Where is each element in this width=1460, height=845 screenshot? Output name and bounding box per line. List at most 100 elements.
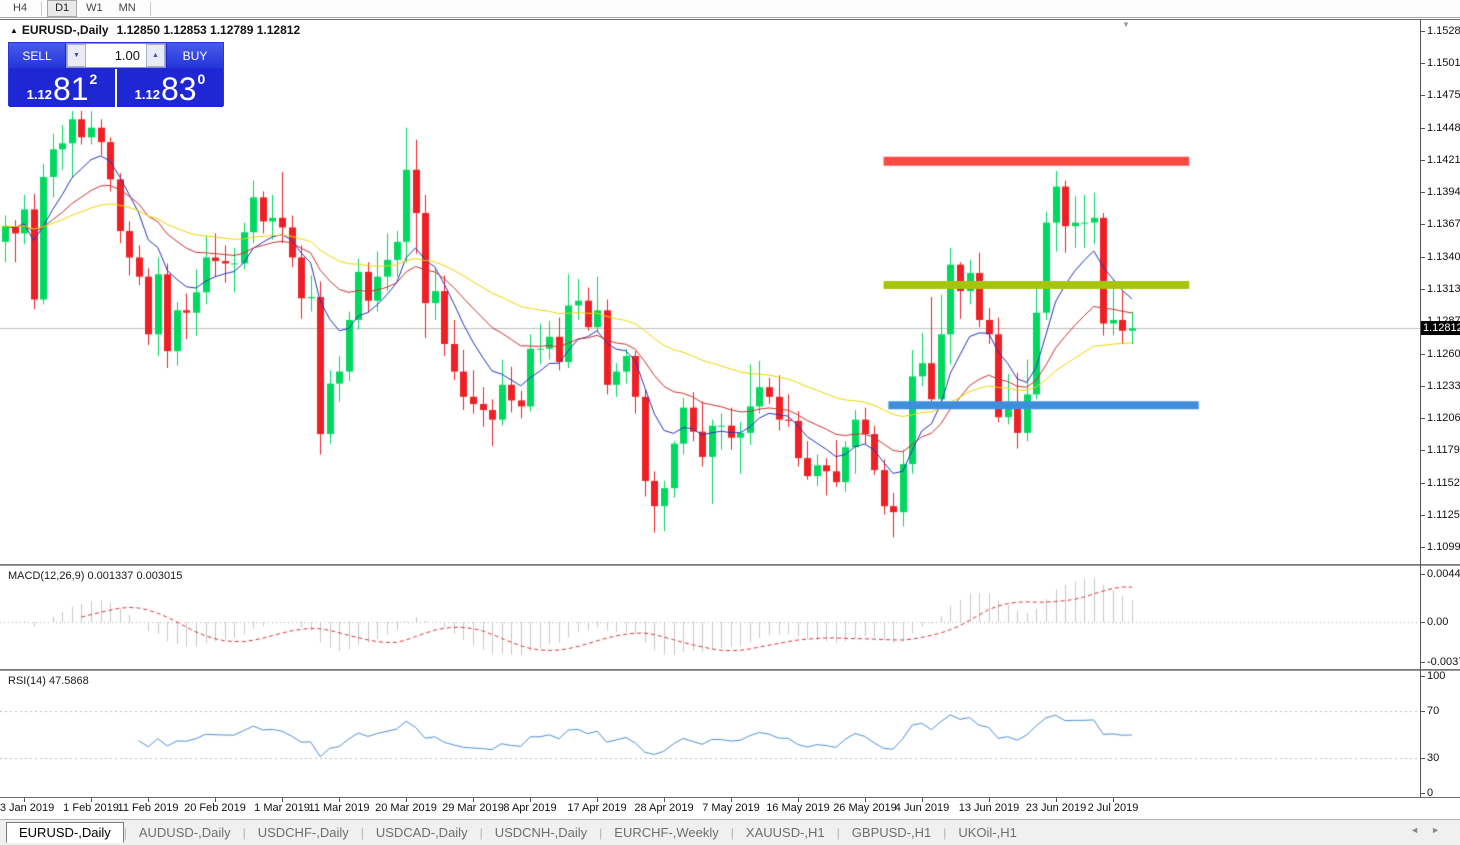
price-axis-label-tick <box>1421 483 1425 484</box>
price-axis-label-tick <box>1421 63 1425 64</box>
macd-axis-label-tick <box>1421 622 1425 623</box>
pane-divider-macd[interactable] <box>0 564 1460 566</box>
price-axis-label-tick <box>1421 224 1425 225</box>
rsi-axis-label-tick <box>1421 758 1425 759</box>
date-axis-tick <box>664 798 665 802</box>
date-axis-tick <box>339 798 340 802</box>
date-axis-tick <box>865 798 866 802</box>
price-axis-label-tick <box>1421 95 1425 96</box>
tab-scroll-right-icon[interactable]: ► <box>1431 825 1452 835</box>
tab-separator: | <box>599 825 603 840</box>
price-axis-label: 1.14480 <box>1427 122 1460 134</box>
timeframe-button-w1[interactable]: W1 <box>86 2 103 14</box>
tab-separator: | <box>943 825 947 840</box>
date-axis-label: 13 Jun 2019 <box>958 802 1020 814</box>
date-axis-tick <box>798 798 799 802</box>
volume-increase-button[interactable]: ▲ <box>146 44 165 67</box>
tab-separator: | <box>360 825 364 840</box>
price-axis-label: 1.11525 <box>1427 477 1460 489</box>
price-axis-label: 1.13675 <box>1427 218 1460 230</box>
tab-usdcnh-daily[interactable]: USDCNH-,Daily <box>494 825 588 840</box>
tab-audusd-daily[interactable]: AUDUSD-,Daily <box>138 825 231 840</box>
date-axis-tick <box>24 798 25 802</box>
date-axis-tick <box>91 798 92 802</box>
tab-eurchf-weekly[interactable]: EURCHF-,Weekly <box>614 825 719 840</box>
price-axis-label-tick <box>1421 386 1425 387</box>
date-axis-label: 23 Jun 2019 <box>1025 802 1087 814</box>
macd-pane-canvas[interactable] <box>0 566 1420 669</box>
date-axis-tick <box>282 798 283 802</box>
price-pane-canvas[interactable] <box>0 20 1420 564</box>
rsi-axis-label: 0 <box>1427 787 1434 799</box>
sell-price-big: 81 <box>52 71 89 107</box>
timeframe-button-h4[interactable]: H4 <box>13 2 28 14</box>
date-axis-tick <box>597 798 598 802</box>
tab-scroll-left-icon[interactable]: ◄ <box>1410 825 1432 835</box>
price-axis-label: 1.12600 <box>1427 348 1460 360</box>
tab-separator: | <box>242 825 246 840</box>
sell-price-prefix: 1.12 <box>26 87 52 102</box>
volume-input[interactable] <box>86 44 146 67</box>
pane-divider-rsi[interactable] <box>0 669 1460 671</box>
volume-decrease-button[interactable]: ▼ <box>67 44 86 67</box>
date-axis-tick <box>406 798 407 802</box>
buy-price-big: 83 <box>160 71 197 107</box>
chart-tabbar: EURUSD-,Daily | AUDUSD-,Daily | USDCHF-,Dail… <box>0 819 1460 845</box>
volume-stepper: ▼ ▲ <box>66 43 166 68</box>
tab-xauusd-h1[interactable]: XAUUSD-,H1 <box>745 825 825 840</box>
price-axis-label-tick <box>1421 160 1425 161</box>
date-axis-tick <box>1113 798 1114 802</box>
timeframe-button-mn[interactable]: MN <box>118 2 136 14</box>
stepper-down-icon: ▼ <box>73 52 80 59</box>
tab-separator: | <box>479 825 483 840</box>
price-axis-label: 1.11255 <box>1427 509 1460 521</box>
tab-separator: | <box>730 825 734 840</box>
price-axis-label-tick <box>1421 547 1425 548</box>
date-axis-label: 1 Mar 2019 <box>254 802 310 814</box>
rsi-axis-label: 100 <box>1427 670 1446 682</box>
price-axis-label: 1.14210 <box>1427 154 1460 166</box>
tab-ukoil-h1[interactable]: UKOil-,H1 <box>958 825 1017 840</box>
current-price-badge: 1.12812 <box>1421 321 1460 335</box>
date-axis-label: 8 Apr 2019 <box>503 802 557 814</box>
buy-price-button[interactable]: 1.12 83 0 <box>117 69 223 107</box>
date-axis-tick <box>1056 798 1057 802</box>
sell-price-pip: 2 <box>89 71 98 87</box>
sell-price-button[interactable]: 1.12 81 2 <box>9 69 117 107</box>
tab-eurusd-daily[interactable]: EURUSD-,Daily <box>6 822 124 843</box>
sell-button[interactable]: SELL <box>9 43 65 68</box>
rsi-label: RSI(14) 47.5868 <box>8 675 89 687</box>
date-axis-tick <box>473 798 474 802</box>
timeframe-toolbar: H4 D1 W1 MN <box>0 0 1460 18</box>
date-axis-tick <box>922 798 923 802</box>
date-axis-label: 17 Apr 2019 <box>567 802 627 814</box>
scroll-to-end-icon[interactable]: ▼ <box>1122 20 1130 29</box>
date-axis-label: 20 Mar 2019 <box>375 802 437 814</box>
chart-symbol-label: EURUSD-,Daily <box>21 23 109 37</box>
tab-scroll-arrows[interactable]: ◄► <box>1410 825 1452 835</box>
buy-button[interactable]: BUY <box>167 43 223 68</box>
price-axis-label-tick <box>1421 515 1425 516</box>
chart-title: ▲ EURUSD-,Daily 1.12850 1.12853 1.12789 1.… <box>10 23 300 37</box>
price-axis-label: 1.12330 <box>1427 380 1460 392</box>
macd-axis-label: 0.00 <box>1427 616 1449 628</box>
chart-collapse-icon[interactable]: ▲ <box>10 26 18 35</box>
chart-top-border <box>0 19 1460 20</box>
macd-axis-label-tick <box>1421 662 1425 663</box>
price-axis-label: 1.15015 <box>1427 57 1460 69</box>
tab-usdchf-daily[interactable]: USDCHF-,Daily <box>257 825 349 840</box>
one-click-trade-panel: SELL ▼ ▲ BUY 1.12 81 2 1.12 83 0 <box>8 42 224 107</box>
date-axis-label: 2 Jul 2019 <box>1087 802 1139 814</box>
rsi-pane-canvas[interactable] <box>0 671 1420 797</box>
toolbar-separator <box>149 1 151 16</box>
buy-price-prefix: 1.12 <box>134 87 160 102</box>
price-axis-line <box>1420 19 1421 798</box>
tab-usdcad-daily[interactable]: USDCAD-,Daily <box>375 825 468 840</box>
tab-gbpusd-h1[interactable]: GBPUSD-,H1 <box>851 825 932 840</box>
date-axis-label: 16 May 2019 <box>766 802 830 814</box>
price-axis-label: 1.13945 <box>1427 186 1460 198</box>
timeframe-button-d1[interactable]: D1 <box>47 0 78 17</box>
chart-ohlc-values: 1.12850 1.12853 1.12789 1.12812 <box>116 23 301 37</box>
